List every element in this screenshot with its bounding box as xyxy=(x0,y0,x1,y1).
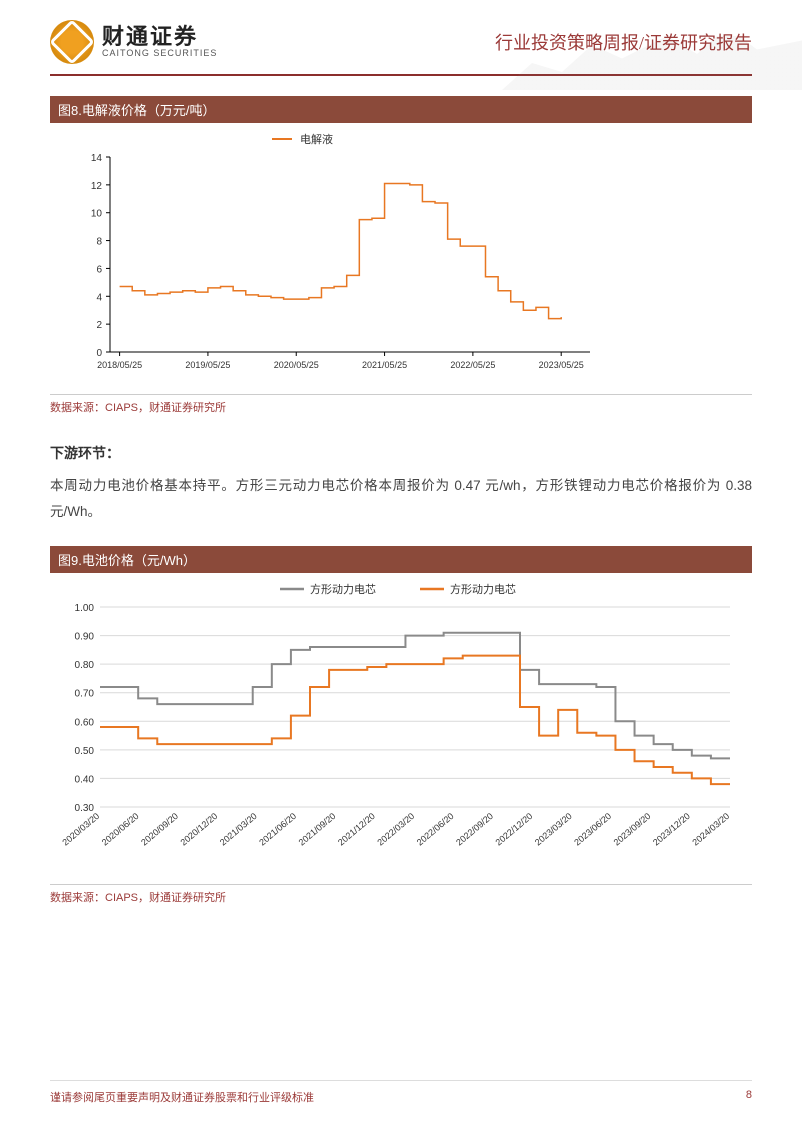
footer-line xyxy=(50,1080,752,1081)
svg-text:2021/06/20: 2021/06/20 xyxy=(257,811,298,848)
chart9-source: 数据来源：CIAPS，财通证券研究所 xyxy=(50,884,752,905)
header-title: 行业投资策略周报/证券研究报告 xyxy=(495,29,752,55)
svg-text:方形动力电芯: 方形动力电芯 xyxy=(310,582,376,596)
svg-text:0.40: 0.40 xyxy=(75,775,95,786)
svg-text:10: 10 xyxy=(91,209,103,220)
svg-text:2022/03/20: 2022/03/20 xyxy=(375,811,416,848)
svg-text:0.30: 0.30 xyxy=(75,803,95,814)
svg-text:0.60: 0.60 xyxy=(75,718,95,729)
svg-text:0: 0 xyxy=(96,348,102,359)
svg-text:2021/03/20: 2021/03/20 xyxy=(218,811,259,848)
svg-text:14: 14 xyxy=(91,153,103,164)
svg-text:方形动力电芯: 方形动力电芯 xyxy=(450,582,516,596)
section-heading: 下游环节： xyxy=(50,443,752,463)
svg-text:0.70: 0.70 xyxy=(75,689,95,700)
svg-text:2021/05/25: 2021/05/25 xyxy=(362,360,407,370)
section-body: 本周动力电池价格基本持平。方形三元动力电芯价格本周报价为 0.47 元/wh，方… xyxy=(50,473,752,524)
svg-text:2019/05/25: 2019/05/25 xyxy=(185,360,230,370)
footer-page: 8 xyxy=(746,1089,752,1105)
svg-text:2021/12/20: 2021/12/20 xyxy=(336,811,377,848)
svg-text:2022/09/20: 2022/09/20 xyxy=(454,811,495,848)
chart8-title: 图8.电解液价格（万元/吨） xyxy=(50,96,752,123)
logo-block: 财通证券 CAITONG SECURITIES xyxy=(50,20,217,64)
svg-text:2018/05/25: 2018/05/25 xyxy=(97,360,142,370)
svg-text:2023/09/20: 2023/09/20 xyxy=(612,811,653,848)
svg-text:2020/03/20: 2020/03/20 xyxy=(60,811,101,848)
svg-text:2020/09/20: 2020/09/20 xyxy=(139,811,180,848)
logo-cn: 财通证券 xyxy=(102,25,217,49)
logo-en: CAITONG SECURITIES xyxy=(102,49,217,59)
svg-text:2023/06/20: 2023/06/20 xyxy=(572,811,613,848)
chart8-svg: 电解液 0 2 4 6 8 10 12 14 2018/05/25 2019/05/25 2020/0… xyxy=(50,127,610,387)
logo-icon xyxy=(50,20,94,64)
svg-text:2021/09/20: 2021/09/20 xyxy=(297,811,338,848)
svg-text:2023/05/25: 2023/05/25 xyxy=(539,360,584,370)
svg-text:2024/03/20: 2024/03/20 xyxy=(690,811,731,848)
svg-text:1.00: 1.00 xyxy=(75,603,95,614)
page-footer: 谨请参阅尾页重要声明及财通证券股票和行业评级标准 8 xyxy=(0,1089,802,1105)
svg-text:2020/06/20: 2020/06/20 xyxy=(100,811,141,848)
chart8-source: 数据来源：CIAPS，财通证券研究所 xyxy=(50,394,752,415)
chart8-container: 电解液 0 2 4 6 8 10 12 14 2018/05/25 2019/05/25 2020/0… xyxy=(50,127,752,392)
svg-text:2: 2 xyxy=(96,320,102,331)
footer-disclaimer: 谨请参阅尾页重要声明及财通证券股票和行业评级标准 xyxy=(50,1089,314,1105)
svg-text:2023/12/20: 2023/12/20 xyxy=(651,811,692,848)
svg-text:2020/05/25: 2020/05/25 xyxy=(274,360,319,370)
chart9-container: 方形动力电芯 方形动力电芯 0.30 0.40 0.50 0.60 0.70 0.80 0.90… xyxy=(50,577,752,882)
header-divider xyxy=(50,74,752,76)
svg-text:电解液: 电解液 xyxy=(300,132,333,146)
svg-text:6: 6 xyxy=(96,264,102,275)
chart9-svg: 方形动力电芯 方形动力电芯 0.30 0.40 0.50 0.60 0.70 0.80 0.90… xyxy=(50,577,750,877)
svg-text:0.50: 0.50 xyxy=(75,746,95,757)
svg-text:2022/06/20: 2022/06/20 xyxy=(415,811,456,848)
svg-text:0.80: 0.80 xyxy=(75,660,95,671)
svg-text:2020/12/20: 2020/12/20 xyxy=(178,811,219,848)
page-header: 财通证券 CAITONG SECURITIES 行业投资策略周报/证券研究报告 xyxy=(0,0,802,74)
svg-text:2022/12/20: 2022/12/20 xyxy=(493,811,534,848)
logo-text: 财通证券 CAITONG SECURITIES xyxy=(102,25,217,59)
svg-text:2022/05/25: 2022/05/25 xyxy=(450,360,495,370)
svg-text:0.90: 0.90 xyxy=(75,632,95,643)
svg-text:4: 4 xyxy=(96,292,102,303)
chart9-title: 图9.电池价格（元/Wh） xyxy=(50,546,752,573)
svg-text:8: 8 xyxy=(96,237,102,248)
main-content: 图8.电解液价格（万元/吨） 电解液 0 2 4 6 8 10 12 14 2018/05/25 2… xyxy=(0,96,802,905)
svg-text:12: 12 xyxy=(91,181,103,192)
svg-text:2023/03/20: 2023/03/20 xyxy=(533,811,574,848)
